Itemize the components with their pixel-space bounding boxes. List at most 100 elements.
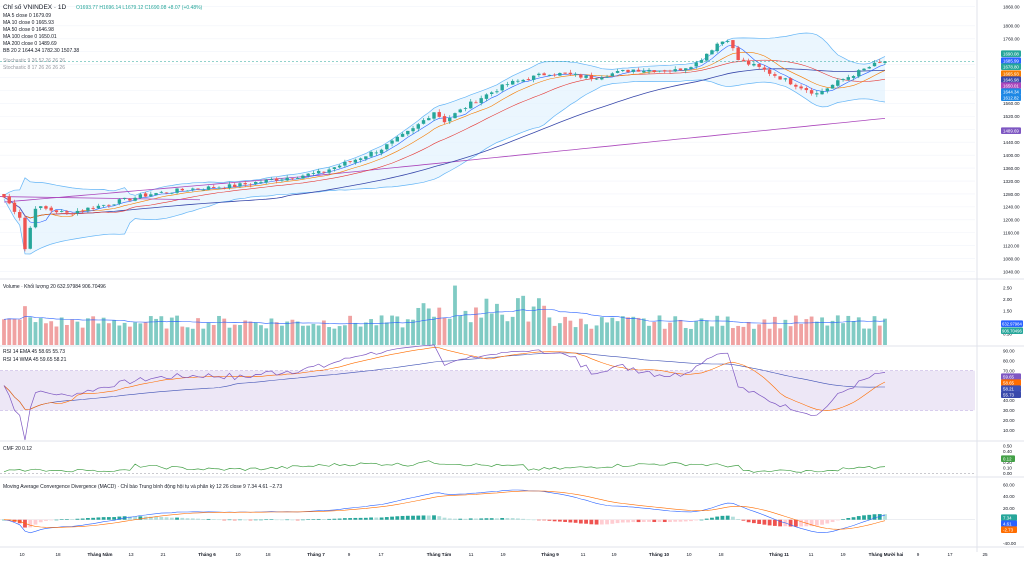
candle-body [327,169,331,173]
volume-bar [201,328,206,345]
macd-histogram-bar [841,519,845,520]
candle-body [227,184,232,189]
macd-histogram-bar [49,519,54,521]
candle-body [280,179,284,181]
macd-histogram-bar [321,519,326,520]
candle-body [621,69,625,71]
candle-body [133,197,137,201]
candle-body [474,102,478,104]
time-tick-label: 10 [686,552,692,557]
macd-histogram-bar [342,518,347,520]
candle-body [484,94,489,99]
price-tick-label: 1440.00 [1003,140,1020,145]
candle-body [857,70,861,77]
volume-bar [699,318,704,345]
candle-body [416,124,420,129]
candle-body [615,71,620,73]
macd-histogram-bar [851,517,856,520]
macd-histogram-bar [453,518,457,520]
price-tick-label: 1360.00 [1003,166,1020,171]
macd-histogram-bar [489,518,494,520]
price-badge-label: 1678.80 [1003,65,1019,70]
rsi-badge [1001,391,1021,398]
price-pane[interactable] [0,6,975,272]
candle-body [469,101,473,109]
volume-bar [342,325,347,345]
price-badge [1001,76,1021,83]
rsi-pane[interactable] [0,344,975,441]
volume-bar [542,305,547,345]
candle-body [212,187,216,188]
time-tick-label: 9 [348,552,351,557]
macd-histogram-bar [206,518,211,520]
price-tick-label: 0.20 [1003,460,1012,465]
cmf-pane[interactable] [0,460,975,474]
candle-body [815,93,819,95]
candle-body [479,98,483,104]
candle-body [521,79,525,82]
volume-bar [877,325,882,345]
volume-bar [379,315,384,345]
volume-bar [106,323,111,345]
volume-bar [851,321,856,345]
pane-backgrounds [0,0,1024,552]
volume-bar [495,303,499,345]
volume-bar [363,322,368,345]
volume-bar [348,315,353,345]
macd-histogram-bar [274,519,279,521]
rsi-badge [1001,373,1021,380]
candle-body [33,208,38,228]
volume-bar [143,322,148,345]
price-tick-label: 0.50 [1003,444,1012,449]
time-tick-label: 19 [840,552,846,557]
candle-body [353,159,358,163]
time-tick-label: Tháng 10 [649,552,670,557]
volume-bar [101,317,106,345]
volume-bar [741,326,746,345]
time-tick-label: 21 [160,552,166,557]
price-tick-label: 1320.00 [1003,179,1020,184]
volume-bar [772,316,777,345]
candle-body [689,67,693,70]
macd-histogram-bar [306,519,311,520]
candle-body [636,69,641,72]
volume-bar [510,316,515,345]
macd-histogram-bar [23,519,27,528]
macd-histogram-bar [80,518,85,520]
volume-ma-line [3,309,886,325]
rsi-badge-label: 55.73 [1003,393,1015,398]
volume-bar [253,322,258,345]
macd-histogram-bar [280,519,284,521]
time-tick-label: Tháng 11 [769,552,789,557]
candle-body [122,197,127,199]
macd-histogram-bar [201,519,206,520]
legend-ma10: MA 10 close 0 1665.93 [3,20,54,26]
volume-bar [353,322,358,345]
candle-body [28,227,32,249]
volume-bar [185,327,190,345]
time-tick-label: 9 [917,552,920,557]
macd-pane[interactable] [0,489,975,534]
macd-histogram-bar [668,519,672,523]
volume-bar [584,324,588,345]
candle-body [379,149,384,154]
volume-bar [211,324,216,345]
candle-body [254,182,258,184]
volume-pane[interactable] [2,285,887,345]
candle-body [222,188,226,189]
candle-body [489,92,494,94]
candle-body [579,74,583,78]
macd-histogram-bar [599,519,604,525]
price-tick-label: 0.40 [1003,449,1012,454]
volume-bar [820,317,824,345]
macd-histogram-bar [877,514,882,520]
volume-bar [536,298,541,345]
candle-body [337,165,342,168]
price-tick-label: 20.00 [1003,506,1015,511]
volume-bar [190,328,195,345]
macd-histogram-bar [133,516,138,520]
volume-bar [641,318,646,345]
candle-body [804,88,809,91]
macd-histogram-bar [605,519,609,525]
